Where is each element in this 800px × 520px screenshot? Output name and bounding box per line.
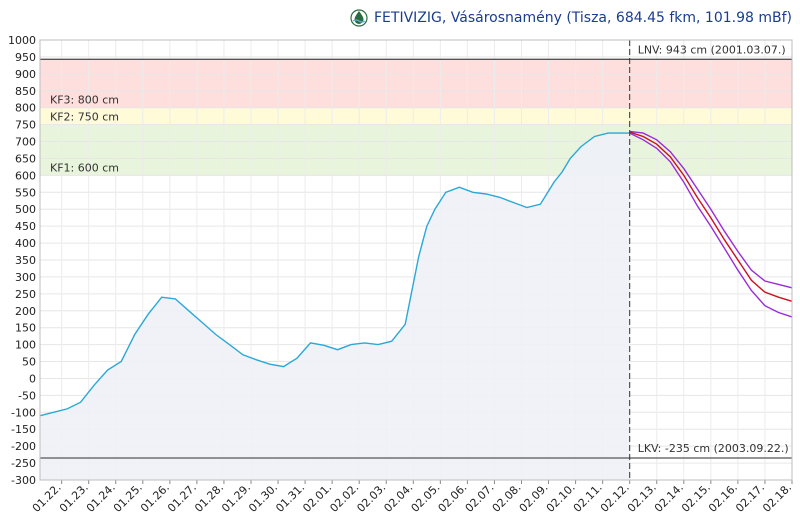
x-tick-label-18: 02.09. [517,481,551,515]
series-line-0 [39,132,630,417]
series-line-3 [629,132,793,318]
x-tick-label-16: 02.07. [463,481,497,515]
y-tick-label-2: 900 [15,68,36,81]
y-tick-label-13: 350 [15,254,36,267]
reference-lines [40,58,792,459]
series-area-0 [40,133,630,480]
y-tick-label-11: 450 [15,220,36,233]
y-tick-label-6: 700 [15,136,36,149]
threshold-label-1: KF2: 750 cm [50,111,119,124]
y-tick-label-25: -250 [11,457,36,470]
y-tick-label-18: 100 [15,339,36,352]
x-tick-label-15: 02.06. [436,481,470,515]
water-drop-logo-icon [350,9,368,27]
x-tick-label-2: 01.24. [84,481,118,515]
y-tick-label-12: 400 [15,237,36,250]
x-tick-label-10: 02.01. [300,481,334,515]
y-tick-label-16: 200 [15,305,36,318]
plot-border [39,39,793,481]
reference-label-0: LNV: 943 cm (2001.03.07.) [638,43,786,56]
x-tick-label-1: 01.23. [57,481,91,515]
y-tick-label-5: 750 [15,119,36,132]
y-tick-label-22: -100 [11,406,36,419]
threshold-band-2 [40,124,792,176]
x-tick-label-4: 01.26. [138,481,172,515]
annotations: KF3: 800 cm KF2: 750 cm KF1: 600 cm LNV: 94… [50,43,789,455]
x-tick-label-7: 01.29. [219,481,253,515]
threshold-bands [40,59,792,176]
y-tick-label-0: 1000 [8,34,36,47]
threshold-label-2: KF1: 600 cm [50,161,119,174]
y-tick-label-19: 50 [22,356,36,369]
y-tick-label-15: 250 [15,288,36,301]
y-tick-label-1: 950 [15,51,36,64]
y-tick-label-24: -200 [11,440,36,453]
x-tick-label-5: 01.27. [165,481,199,515]
x-tick-label-17: 02.08. [490,481,524,515]
y-tick-label-9: 550 [15,186,36,199]
x-tick-label-27: 02.18. [760,481,794,515]
x-tick-label-23: 02.14. [652,481,686,515]
x-tick-label-19: 02.10. [544,481,578,515]
x-tick-label-13: 02.04. [381,481,415,515]
y-tick-label-23: -150 [11,423,36,436]
x-tick-label-8: 01.30. [246,481,280,515]
y-tick-label-17: 150 [15,322,36,335]
x-tick-label-24: 02.15. [679,481,713,515]
threshold-label-0: KF3: 800 cm [50,94,119,107]
x-tick-label-14: 02.05. [409,481,443,515]
y-tick-label-7: 650 [15,152,36,165]
x-tick-label-9: 01.31. [273,481,307,515]
x-tick-label-20: 02.11. [571,481,605,515]
y-tick-label-26: -300 [11,474,36,487]
y-tick-label-21: -50 [18,389,36,402]
threshold-band-1 [40,107,792,125]
x-tick-label-21: 02.12. [598,481,632,515]
series-line-2 [629,131,793,302]
x-tick-label-6: 01.28. [192,481,226,515]
y-tick-label-8: 600 [15,169,36,182]
series-lines [39,130,793,417]
area-fill [40,133,630,480]
reference-label-1: LKV: -235 cm (2003.09.22.) [638,442,789,455]
chart-title: FETIVIZIG, Vásárosnamény (Tisza, 684.45 … [374,10,792,26]
y-axis-ticks: 1000950900850800750700650600550500450400… [8,34,36,487]
x-tick-label-3: 01.25. [111,481,145,515]
x-tick-label-26: 02.17. [733,481,767,515]
chart-header: FETIVIZIG, Vásárosnamény (Tisza, 684.45 … [350,6,792,30]
y-tick-label-4: 800 [15,102,36,115]
y-tick-label-20: 0 [29,372,36,385]
x-tick-label-12: 02.03. [354,481,388,515]
threshold-band-0 [40,59,792,108]
y-tick-label-14: 300 [15,271,36,284]
x-tick-label-11: 02.02. [327,481,361,515]
y-tick-label-10: 500 [15,203,36,216]
x-axis-ticks: 01.22.01.23.01.24.01.25.01.26.01.27.01.2… [30,480,794,515]
y-tick-label-3: 850 [15,85,36,98]
x-tick-label-22: 02.13. [625,481,659,515]
x-tick-label-25: 02.16. [706,481,740,515]
series-line-1 [629,130,793,289]
